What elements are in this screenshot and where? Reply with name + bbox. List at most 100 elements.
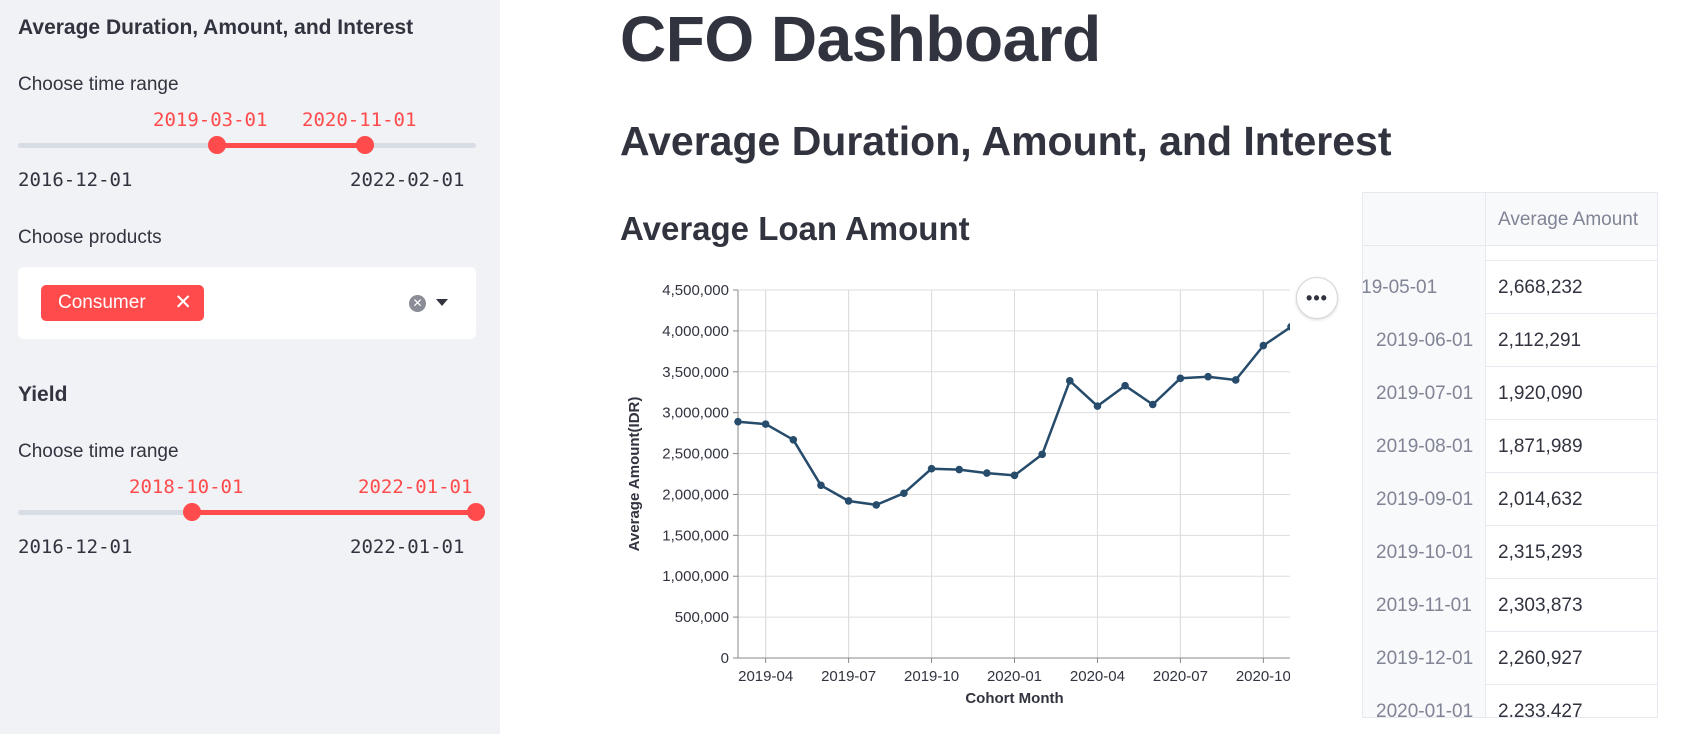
data-point: [1010, 471, 1019, 480]
product-tag-label: Consumer: [58, 292, 146, 313]
table-index-cell: 2020-01-01: [1363, 685, 1486, 717]
x-tick-label: 2019-10: [904, 668, 959, 685]
slider2-end-value: 2022-01-01: [358, 476, 473, 498]
y-axis-label: Average Amount(IDR): [626, 397, 643, 552]
y-tick-label: 0: [721, 650, 729, 667]
data-point: [900, 489, 908, 498]
data-point: [1038, 450, 1046, 459]
x-tick-label: 2019-07: [821, 668, 876, 685]
table-value-cell: 1,871,989: [1498, 436, 1583, 457]
table-value-cell: 2,315,293: [1498, 542, 1583, 563]
remove-tag-icon[interactable]: ✕: [174, 291, 192, 314]
table-index-header: [1363, 193, 1486, 246]
time-range-label: Choose time range: [18, 74, 179, 95]
data-point: [1066, 376, 1074, 385]
table-row: 2019-11-01 2,303,873: [1363, 579, 1657, 632]
table-index-cell: 2019-12-01: [1363, 632, 1486, 685]
table-row: 2019-06-01 2,112,291: [1363, 314, 1657, 367]
data-point: [1287, 323, 1290, 331]
y-tick-label: 4,500,000: [662, 282, 729, 299]
ellipsis-icon: •••: [1306, 287, 1328, 308]
slider2-max-label: 2022-01-01: [350, 536, 465, 558]
slider2-start-handle[interactable]: [183, 503, 201, 521]
data-point: [1231, 376, 1240, 384]
chart-title: Average Loan Amount: [620, 210, 970, 247]
y-tick-label: 3,500,000: [662, 364, 729, 381]
slider2-start-value: 2018-10-01: [129, 476, 244, 498]
data-point: [1093, 402, 1102, 410]
data-point: [927, 464, 936, 473]
table-row: 2020-01-01 2,233,427: [1363, 685, 1657, 718]
slider2-range-fill: [192, 510, 476, 515]
table-index-cell: 2019-05-01: [1363, 261, 1486, 314]
x-axis-label: Cohort Month: [965, 690, 1063, 707]
x-tick-label: 2020-01: [987, 668, 1042, 685]
average-loan-amount-chart[interactable]: 0 500,000 1,000,000 1,500,000 2,000,000 2,500…: [620, 270, 1290, 710]
y-tick-label: 2,000,000: [662, 486, 729, 503]
products-label: Choose products: [18, 227, 162, 248]
slider1-max-label: 2022-02-01: [350, 169, 465, 191]
slider1-end-value: 2020-11-01: [302, 109, 417, 131]
table-row: 2019-10-01 2,315,293: [1363, 526, 1657, 579]
page-title: CFO Dashboard: [620, 3, 1101, 75]
section-title: Average Duration, Amount, and Interest: [620, 118, 1392, 164]
data-point: [955, 465, 963, 474]
slider2-end-handle[interactable]: [467, 503, 485, 521]
sidebar-section-title-avg: Average Duration, Amount, and Interest: [18, 16, 414, 39]
table-index-cell: 2019-11-01: [1363, 579, 1486, 632]
data-point: [1259, 341, 1268, 350]
slider1-min-label: 2016-12-01: [18, 169, 133, 191]
x-tick-label: 2019-04: [738, 668, 793, 685]
table-row: 2019-08-01 1,871,989: [1363, 420, 1657, 473]
table-index-cell: 2019-09-01: [1363, 473, 1486, 526]
x-tick-label: 2020-07: [1153, 668, 1208, 685]
table-value-cell: 2,233,427: [1498, 701, 1583, 718]
data-point: [789, 435, 798, 444]
average-amount-table[interactable]: 2,8… 2019-05-012,668,2322019-06-012,112,…: [1362, 192, 1658, 718]
table-value-cell: 2,260,927: [1498, 648, 1583, 669]
slider1-end-handle[interactable]: [356, 136, 374, 154]
slider1-start-value: 2019-03-01: [153, 109, 268, 131]
table-value-cell: 1,920,090: [1498, 383, 1583, 404]
products-multiselect[interactable]: Consumer ✕ ✕: [18, 267, 476, 339]
data-point: [844, 497, 853, 505]
x-tick-label: 2020-10: [1236, 668, 1290, 685]
data-point: [761, 420, 770, 428]
data-point: [1148, 400, 1157, 409]
table-index-cell: 2019-10-01: [1363, 526, 1486, 579]
clear-all-icon[interactable]: ✕: [409, 295, 426, 312]
y-tick-label: 500,000: [675, 609, 729, 626]
table-column-header[interactable]: Average Amount: [1498, 209, 1639, 230]
table-index-cell: 2019-06-01: [1363, 314, 1486, 367]
slider2-min-label: 2016-12-01: [18, 536, 133, 558]
y-tick-label: 1,000,000: [662, 568, 729, 585]
time-range-label-yield: Choose time range: [18, 441, 179, 462]
sidebar: Average Duration, Amount, and Interest C…: [0, 0, 500, 734]
data-point: [1121, 381, 1129, 390]
chevron-down-icon[interactable]: [436, 299, 448, 306]
table-row: 2019-07-01 1,920,090: [1363, 367, 1657, 420]
data-point: [1176, 374, 1185, 383]
y-tick-label: 3,000,000: [662, 405, 729, 422]
table-row: 2019-09-01 2,014,632: [1363, 473, 1657, 526]
table-value-cell: 2,303,873: [1498, 595, 1583, 616]
table-index-cell: 2019-08-01: [1363, 420, 1486, 473]
y-tick-label: 1,500,000: [662, 527, 729, 544]
table-value-cell: 2,668,232: [1498, 277, 1583, 298]
x-tick-label: 2020-04: [1070, 668, 1125, 685]
table-row: 2019-05-01 2,668,232: [1363, 261, 1657, 314]
sidebar-section-title-yield: Yield: [18, 383, 68, 406]
y-tick-label: 4,000,000: [662, 323, 729, 340]
y-tick-label: 2,500,000: [662, 446, 729, 463]
data-point: [734, 417, 742, 426]
slider1-start-handle[interactable]: [208, 136, 226, 154]
data-point: [872, 501, 881, 509]
more-options-button[interactable]: •••: [1296, 277, 1338, 319]
table-index-cell: 2019-07-01: [1363, 367, 1486, 420]
product-tag-consumer: Consumer ✕: [41, 285, 204, 321]
data-point: [983, 469, 991, 477]
table-value-cell: 2,014,632: [1498, 489, 1583, 510]
table-value-cell: 2,112,291: [1498, 330, 1582, 351]
table-header: Average Amount: [1363, 193, 1657, 246]
slider1-range-fill: [217, 143, 364, 148]
